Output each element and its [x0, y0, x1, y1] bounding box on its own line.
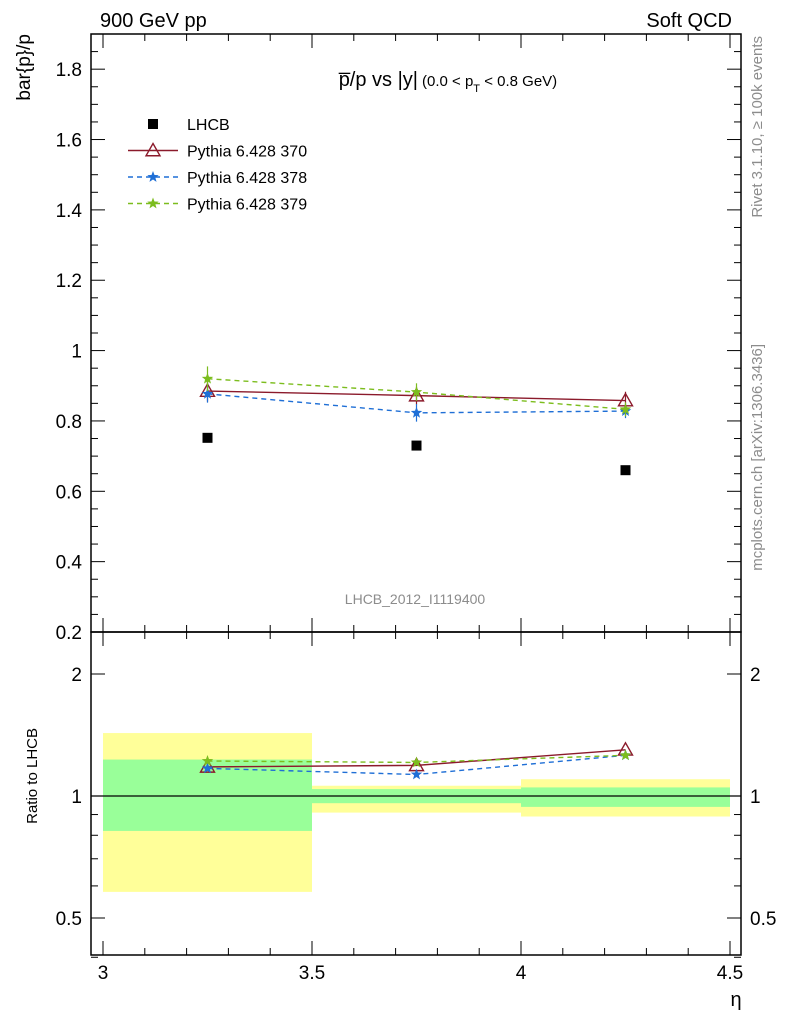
- header-left-label: 900 GeV pp: [100, 10, 207, 32]
- ratio-series: [199, 741, 634, 780]
- ratio-frame: [90, 631, 742, 956]
- legend-marker-py378: [147, 171, 159, 182]
- main-ytick-label: 0.8: [56, 412, 82, 433]
- x-tick-label: 4: [516, 963, 527, 984]
- legend-marker-py379: [147, 197, 159, 209]
- main-point-data: [202, 432, 213, 443]
- ratio-ytick-label-right: 2: [750, 665, 761, 686]
- x-axis-label: η: [730, 989, 741, 1011]
- legend-label-py379: Pythia 6.428 379: [187, 197, 307, 214]
- main-ytick-label: 0.2: [56, 623, 82, 644]
- main-point-py378: [410, 406, 423, 418]
- main-ytick-label: 0.4: [56, 553, 83, 574]
- legend-marker-data: [148, 119, 158, 129]
- ratio-point-py378: [410, 768, 423, 780]
- header-right-label: Soft QCD: [646, 10, 732, 32]
- main-ticks: 0.2 0.4 0.6 0.8 1 1.2 1.4 1.6 1.8: [56, 33, 741, 644]
- ratio-ytick-label-left: 1: [71, 787, 82, 808]
- main-ytick-label: 0.6: [56, 482, 82, 503]
- ratio-point-py379: [410, 756, 423, 768]
- x-tick-label: 3.5: [299, 963, 325, 984]
- mcplots-label: mcplots.cern.ch [arXiv:1306.3436]: [749, 344, 766, 571]
- main-ytick-label: 1: [71, 342, 82, 363]
- x-tick-label: 4.5: [717, 963, 743, 984]
- ratio-ylabel: Ratio to LHCB: [24, 728, 41, 824]
- legend-label-py378: Pythia 6.428 378: [187, 170, 307, 187]
- ratio-ticks: 0.5 0.5 1 1 2 2 3 3.5 4 4.5: [56, 632, 776, 984]
- main-ylabel: bar{p}/p: [14, 34, 35, 101]
- ratio-band-inner-2: [521, 787, 730, 807]
- chart-title: p̅/p vs |y|: [339, 69, 418, 91]
- main-point-py379: [619, 403, 632, 415]
- main-point-py379: [201, 372, 214, 384]
- main-point-data: [620, 465, 631, 476]
- x-tick-label: 3: [98, 963, 109, 984]
- chart-title-sub-end: < 0.8 GeV): [480, 73, 557, 90]
- ratio-ytick-label-left: 2: [71, 665, 82, 686]
- ratio-panel: 0.5 0.5 1 1 2 2 3 3.5 4 4.5 Ratio to LHCB η: [24, 631, 776, 1011]
- chart-title-main: p̅/p vs |y|: [339, 69, 418, 91]
- ratio-point-py379: [619, 749, 632, 761]
- main-ytick-label: 1.2: [56, 271, 82, 292]
- main-point-data: [411, 440, 422, 451]
- ratio-ytick-label-right: 0.5: [750, 909, 776, 930]
- main-series: [199, 366, 634, 476]
- legend-label-py370: Pythia 6.428 370: [187, 144, 307, 161]
- ratio-point-py370: [199, 758, 216, 773]
- main-point-py379: [410, 386, 423, 397]
- rivet-label: Rivet 3.1.10, ≥ 100k events: [749, 36, 766, 218]
- main-ytick-label: 1.4: [56, 201, 83, 222]
- ratio-point-py378: [201, 762, 214, 774]
- legend-label-data: LHCB: [187, 117, 230, 134]
- main-ytick-label: 1.6: [56, 131, 82, 152]
- main-point-py378: [201, 387, 214, 399]
- ratio-ytick-label-right: 1: [750, 787, 761, 808]
- main-panel: 0.2 0.4 0.6 0.8 1 1.2 1.4 1.6 1.8 bar{p}/p p̅/p …: [14, 33, 742, 644]
- chart-title-sub: (0.0 < pT < 0.8 GeV): [422, 73, 557, 95]
- ratio-bands: [91, 733, 741, 892]
- chart-title-sub-index: T: [473, 83, 480, 95]
- ratio-line-py370: [207, 749, 626, 768]
- legend: LHCB Pythia 6.428 370 Pythia 6.428 378 Pyth…: [128, 117, 307, 214]
- legend-marker-py370: [144, 142, 162, 157]
- ratio-ytick-label-left: 0.5: [56, 909, 82, 930]
- analysis-watermark: LHCB_2012_I1119400: [345, 591, 486, 607]
- main-ytick-label: 1.8: [56, 60, 82, 81]
- ratio-point-py379: [201, 755, 214, 766]
- chart-title-sub-start: (0.0 < p: [422, 73, 473, 90]
